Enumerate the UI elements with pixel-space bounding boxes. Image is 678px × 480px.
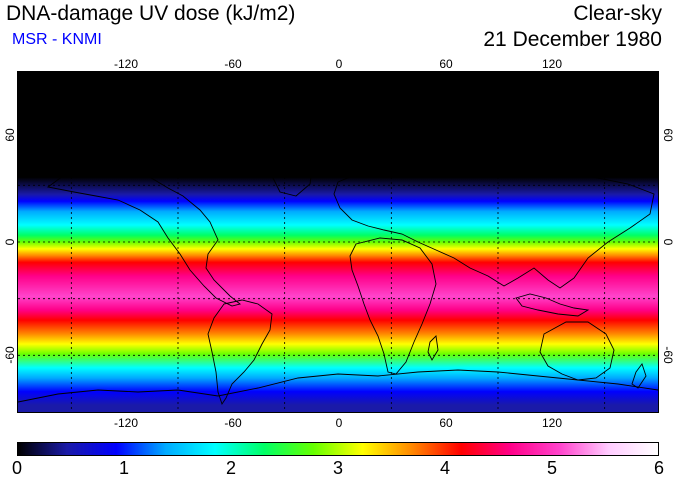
lon-tick-bottom: 0 xyxy=(335,416,343,430)
coastline-indonesia xyxy=(515,293,590,317)
colorbar-label: 3 xyxy=(332,458,344,478)
lon-tick-top: 60 xyxy=(439,57,453,71)
colorbar-label: 4 xyxy=(439,458,451,478)
lat-tick-left: 0 xyxy=(3,238,17,246)
graticule xyxy=(18,72,658,412)
lat-tick-right: 60 xyxy=(661,128,675,142)
lat-tick-right: 0 xyxy=(661,238,675,246)
coastlines xyxy=(18,163,658,406)
sky-condition-label: Clear-sky xyxy=(573,2,662,25)
lat-tick-right: -60 xyxy=(661,346,675,364)
lon-tick-top: 120 xyxy=(541,57,563,71)
colorbar-label: 2 xyxy=(225,458,237,478)
coastline-antarctica xyxy=(18,369,658,403)
lat-tick-left: -60 xyxy=(3,346,17,364)
map-overlay xyxy=(18,72,658,412)
coastline-greenland xyxy=(269,165,313,197)
coastline-africa xyxy=(349,237,437,375)
coastline-north-america xyxy=(46,167,241,307)
lat-tick-left: 60 xyxy=(3,128,17,142)
coastline-australia xyxy=(539,321,615,381)
lon-tick-bottom: -120 xyxy=(113,416,139,430)
coastline-madagascar xyxy=(427,335,439,361)
coastline-new-zealand xyxy=(631,363,647,389)
color-scale-bar xyxy=(17,442,659,456)
map-title: DNA-damage UV dose (kJ/m2) xyxy=(6,2,296,25)
coastline-eurasia xyxy=(333,163,655,289)
lon-tick-bottom: 120 xyxy=(541,416,563,430)
colorbar-label: 1 xyxy=(118,458,130,478)
date-label: 21 December 1980 xyxy=(483,28,662,51)
lon-tick-bottom: 60 xyxy=(439,416,453,430)
lon-tick-top: -120 xyxy=(113,57,139,71)
lon-tick-top: -60 xyxy=(224,57,242,71)
colorbar-label: 6 xyxy=(653,458,665,478)
colorbar-label: 0 xyxy=(11,458,23,478)
data-source-label: MSR - KNMI xyxy=(12,31,102,48)
lon-tick-bottom: -60 xyxy=(224,416,242,430)
coastline-south-america xyxy=(207,299,273,406)
uv-dose-map xyxy=(17,71,659,413)
lon-tick-top: 0 xyxy=(335,57,343,71)
colorbar-label: 5 xyxy=(546,458,558,478)
